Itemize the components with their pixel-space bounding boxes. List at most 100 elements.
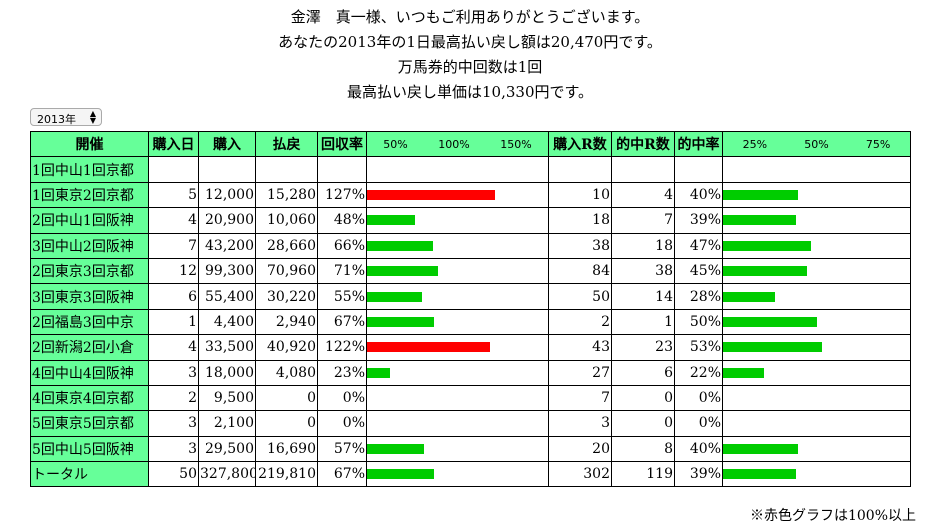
payout-cell: 30,220	[255, 283, 318, 310]
table-row: 5回東京5回京都 3 2,100 0 0% 3 0 0%	[30, 410, 911, 437]
year-select[interactable]: 2013年 ▲ ▼	[30, 108, 102, 126]
hit-rate-cell	[674, 156, 723, 183]
hit-bar-cell	[722, 410, 911, 437]
races-cell: 27	[548, 359, 612, 386]
races-cell: 18	[548, 207, 612, 234]
hit-rate-bar	[723, 469, 796, 480]
hit-rate-bar	[723, 316, 817, 327]
payout-cell: 219,810	[255, 461, 318, 488]
venue-cell: 3回東京3回阪神	[30, 283, 149, 310]
return-rate-bar	[367, 240, 434, 251]
races-cell: 20	[548, 435, 612, 463]
races-cell: 2	[548, 308, 612, 336]
table-row: 2回福島3回中京 1 4,400 2,940 67% 2 1 50%	[30, 308, 911, 336]
return-scale-tick: 150%	[500, 137, 532, 151]
hit-rate-cell: 40%	[674, 435, 723, 463]
table-row: 2回中山1回阪神 4 20,900 10,060 48% 18 7 39%	[30, 207, 911, 234]
payout-cell: 70,960	[255, 257, 318, 285]
hit-rate-bar	[723, 215, 796, 226]
table-row: 2回東京3回京都 12 99,300 70,960 71% 84 38 45%	[30, 257, 911, 285]
payout-cell: 28,660	[255, 232, 318, 259]
return-bar-cell	[366, 410, 549, 437]
return-bar-cell	[366, 181, 549, 209]
hit-bar-cell	[722, 283, 911, 310]
payout-cell: 40,920	[255, 334, 318, 361]
venue-cell: トータル	[30, 461, 149, 488]
return-rate-cell: 48%	[317, 207, 367, 234]
hits-cell: 18	[611, 232, 675, 259]
purchase-cell: 43,200	[198, 232, 256, 259]
hit-rate-cell: 50%	[674, 308, 723, 336]
days-cell: 5	[148, 181, 199, 209]
return-bar-cell	[366, 308, 549, 336]
venue-cell: 4回中山4回阪神	[30, 359, 149, 386]
return-bar-cell	[366, 207, 549, 234]
hit-bar-cell	[722, 461, 911, 488]
hits-cell: 8	[611, 435, 675, 463]
payout-cell: 0	[255, 384, 318, 412]
header-hit-scale: 25% 50% 75%	[722, 130, 911, 158]
return-rate-bar	[367, 291, 423, 302]
days-cell: 2	[148, 384, 199, 412]
hits-cell	[611, 156, 675, 183]
purchase-cell: 4,400	[198, 308, 256, 336]
max-payout-line: あなたの2013年の1日最高払い戻し額は20,470円です。	[278, 33, 662, 51]
races-cell: 50	[548, 283, 612, 310]
return-scale-tick: 50%	[383, 137, 408, 151]
purchase-cell: 20,900	[198, 207, 256, 234]
return-rate-cell: 67%	[317, 308, 367, 336]
return-rate-cell: 0%	[317, 384, 367, 412]
hit-rate-bar	[723, 189, 798, 200]
days-cell: 3	[148, 359, 199, 386]
hit-rate-cell: 47%	[674, 232, 723, 259]
footnote: ※赤色グラフは100%以上	[749, 508, 916, 524]
purchase-cell: 9,500	[198, 384, 256, 412]
venue-cell: 4回東京4回京都	[30, 384, 149, 412]
venue-cell: 1回中山1回京都	[30, 156, 149, 183]
purchase-cell: 12,000	[198, 181, 256, 209]
payout-cell: 0	[255, 410, 318, 437]
return-rate-cell: 57%	[317, 435, 367, 463]
hits-cell: 0	[611, 410, 675, 437]
table-row: 1回中山1回京都	[30, 156, 911, 183]
payout-cell: 15,280	[255, 181, 318, 209]
races-cell: 38	[548, 232, 612, 259]
return-rate-bar	[367, 316, 435, 327]
payout-cell: 10,060	[255, 207, 318, 234]
hit-scale-tick: 25%	[742, 137, 768, 151]
hit-rate-cell: 53%	[674, 334, 723, 361]
return-bar-cell	[366, 435, 549, 463]
races-cell: 10	[548, 181, 612, 209]
purchase-cell: 18,000	[198, 359, 256, 386]
hit-rate-cell: 39%	[674, 461, 723, 488]
hit-scale-tick: 50%	[804, 137, 829, 151]
header-venue: 開催	[30, 130, 149, 158]
return-bar-cell	[366, 283, 549, 310]
venue-cell: 2回中山1回阪神	[30, 207, 149, 234]
table-row: 4回中山4回阪神 3 18,000 4,080 23% 27 6 22%	[30, 359, 911, 386]
payout-cell: 4,080	[255, 359, 318, 386]
greeting-line: 金澤 真一様、いつもご利用ありがとうございます。	[290, 8, 650, 26]
return-bar-cell	[366, 334, 549, 361]
races-cell: 302	[548, 461, 612, 488]
return-rate-bar	[367, 189, 495, 200]
header-return-scale: 50% 100% 150%	[366, 130, 549, 158]
select-arrows-icon: ▲ ▼	[89, 109, 96, 125]
table-row: 1回東京2回京都 5 12,000 15,280 127% 10 4 40%	[30, 181, 911, 209]
hit-bar-cell	[722, 181, 911, 209]
hit-bar-cell	[722, 435, 911, 463]
hit-rate-cell: 0%	[674, 384, 723, 412]
return-bar-cell	[366, 232, 549, 259]
days-cell: 12	[148, 257, 199, 285]
venue-cell: 1回東京2回京都	[30, 181, 149, 209]
days-cell: 1	[148, 308, 199, 336]
hit-rate-bar	[723, 240, 811, 251]
venue-cell: 5回中山5回阪神	[30, 435, 149, 463]
hits-cell: 7	[611, 207, 675, 234]
table-row: 3回中山2回阪神 7 43,200 28,660 66% 38 18 47%	[30, 232, 911, 259]
hits-cell: 1	[611, 308, 675, 336]
return-rate-bar	[367, 469, 435, 480]
return-rate-cell: 67%	[317, 461, 367, 488]
purchase-cell: 327,800	[198, 461, 256, 488]
return-scale-tick: 100%	[438, 137, 470, 151]
